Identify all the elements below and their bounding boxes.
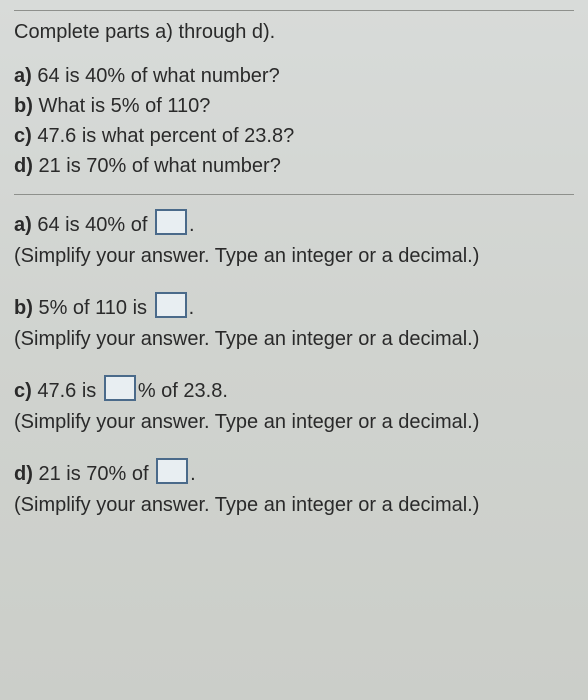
label-a: a)	[14, 65, 32, 87]
answer-a-before: 64 is 40% of	[32, 214, 153, 236]
answer-b-line: b) 5% of 110 is .	[14, 292, 574, 323]
text-b: What is 5% of 110?	[33, 95, 211, 117]
text-a: 64 is 40% of what number?	[32, 65, 280, 87]
answer-b: b) 5% of 110 is . (Simplify your answer.…	[14, 292, 574, 353]
text-d: 21 is 70% of what number?	[33, 155, 281, 177]
answer-a-label: a)	[14, 214, 32, 236]
intro-text: Complete parts a) through d).	[14, 21, 574, 44]
text-c: 47.6 is what percent of 23.8?	[32, 125, 294, 147]
answer-c-input[interactable]	[104, 375, 136, 401]
top-rule	[14, 10, 574, 11]
answer-a-input[interactable]	[155, 209, 187, 235]
answer-b-after: .	[189, 297, 195, 319]
question-list: a) 64 is 40% of what number? b) What is …	[14, 62, 574, 180]
answer-c-label: c)	[14, 380, 32, 402]
question-c: c) 47.6 is what percent of 23.8?	[14, 122, 574, 150]
answer-a-line: a) 64 is 40% of .	[14, 209, 574, 240]
question-b: b) What is 5% of 110?	[14, 92, 574, 120]
question-d: d) 21 is 70% of what number?	[14, 152, 574, 180]
answer-b-input[interactable]	[155, 292, 187, 318]
answer-b-label: b)	[14, 297, 33, 319]
answer-c-after: % of 23.8.	[138, 380, 228, 402]
answer-c: c) 47.6 is % of 23.8. (Simplify your ans…	[14, 375, 574, 436]
label-b: b)	[14, 95, 33, 117]
answer-c-instr: (Simplify your answer. Type an integer o…	[14, 408, 574, 436]
separator-rule	[14, 194, 574, 195]
answer-d-input[interactable]	[156, 458, 188, 484]
answer-d: d) 21 is 70% of . (Simplify your answer.…	[14, 458, 574, 519]
question-a: a) 64 is 40% of what number?	[14, 62, 574, 90]
answer-a: a) 64 is 40% of . (Simplify your answer.…	[14, 209, 574, 270]
answer-c-line: c) 47.6 is % of 23.8.	[14, 375, 574, 406]
answer-a-after: .	[189, 214, 195, 236]
answer-b-instr: (Simplify your answer. Type an integer o…	[14, 325, 574, 353]
answer-c-before: 47.6 is	[32, 380, 102, 402]
answer-d-instr: (Simplify your answer. Type an integer o…	[14, 491, 574, 519]
answer-a-instr: (Simplify your answer. Type an integer o…	[14, 242, 574, 270]
answer-d-label: d)	[14, 463, 33, 485]
answer-d-before: 21 is 70% of	[33, 463, 154, 485]
answer-d-after: .	[190, 463, 196, 485]
question-panel: Complete parts a) through d). a) 64 is 4…	[0, 0, 588, 551]
answer-b-before: 5% of 110 is	[33, 297, 153, 319]
answer-d-line: d) 21 is 70% of .	[14, 458, 574, 489]
label-c: c)	[14, 125, 32, 147]
label-d: d)	[14, 155, 33, 177]
